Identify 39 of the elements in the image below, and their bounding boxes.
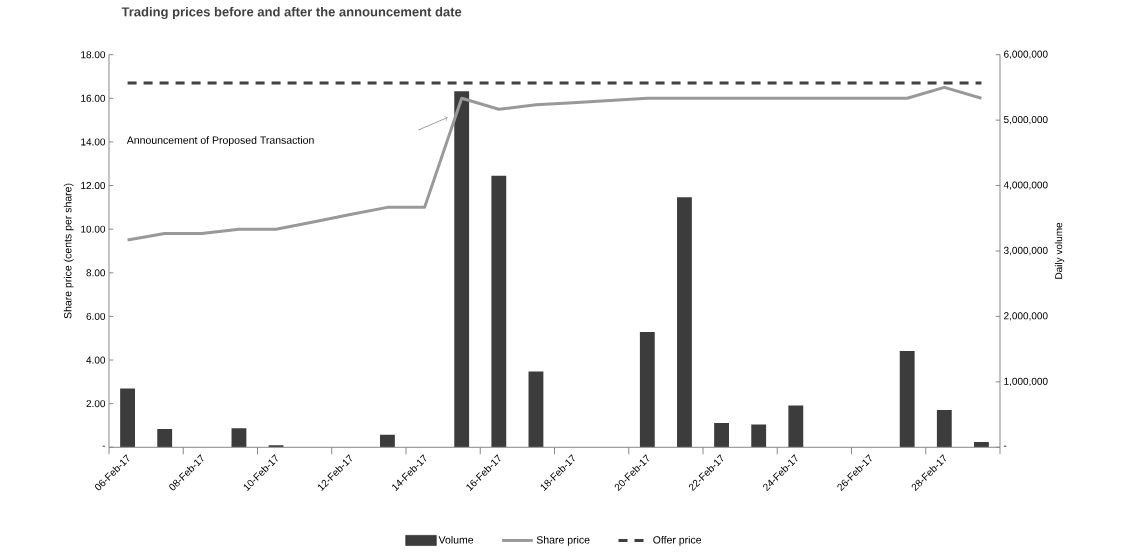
legend-label: Offer price bbox=[653, 535, 702, 546]
y2-tick-label: 1,000,000 bbox=[1004, 377, 1048, 386]
bar bbox=[714, 423, 729, 448]
y-tick-label: - bbox=[102, 445, 106, 447]
bar bbox=[677, 197, 692, 448]
bar bbox=[751, 424, 767, 448]
bar bbox=[380, 434, 395, 448]
y-tick-label: 10.00 bbox=[81, 225, 106, 233]
y2-tick-label: 3,000,000 bbox=[1003, 246, 1048, 256]
bar bbox=[788, 405, 804, 448]
bar bbox=[899, 351, 915, 448]
y2-tick-label: 2,000,000 bbox=[1004, 312, 1048, 321]
y2-tick-label: - bbox=[1003, 445, 1007, 447]
bar bbox=[454, 91, 470, 448]
y-tick-label: 18.00 bbox=[81, 51, 106, 59]
bar bbox=[157, 428, 173, 448]
legend-label: Share price bbox=[536, 535, 590, 546]
bar bbox=[639, 332, 655, 448]
y-tick-label: 8.00 bbox=[86, 269, 106, 277]
y2-axis-title: Daily volume bbox=[1054, 222, 1065, 279]
y-tick-label: 6.00 bbox=[86, 312, 106, 320]
y-tick-label: 4.00 bbox=[86, 356, 106, 364]
y-tick-label: 14.00 bbox=[81, 138, 106, 146]
y-tick-label: 12.00 bbox=[81, 182, 106, 190]
bar bbox=[528, 371, 544, 448]
y2-tick-label: 5,000,000 bbox=[1003, 116, 1048, 125]
y-tick-label: 2.00 bbox=[86, 400, 106, 408]
y-axis-title: Share price (cents per share) bbox=[63, 183, 74, 319]
bar bbox=[491, 175, 507, 448]
bar bbox=[231, 428, 247, 448]
bar bbox=[974, 442, 989, 448]
legend-label: Volume bbox=[438, 535, 474, 544]
bar bbox=[120, 388, 135, 448]
annotation: Announcement of Proposed Transaction bbox=[126, 136, 314, 146]
bar bbox=[936, 409, 952, 448]
y-tick-label: 16.00 bbox=[81, 94, 106, 102]
chart-title: Trading prices before and after the announcement date bbox=[121, 6, 462, 20]
y2-tick-label: 6,000,000 bbox=[1004, 50, 1048, 59]
y2-tick-label: 4,000,000 bbox=[1003, 181, 1048, 190]
